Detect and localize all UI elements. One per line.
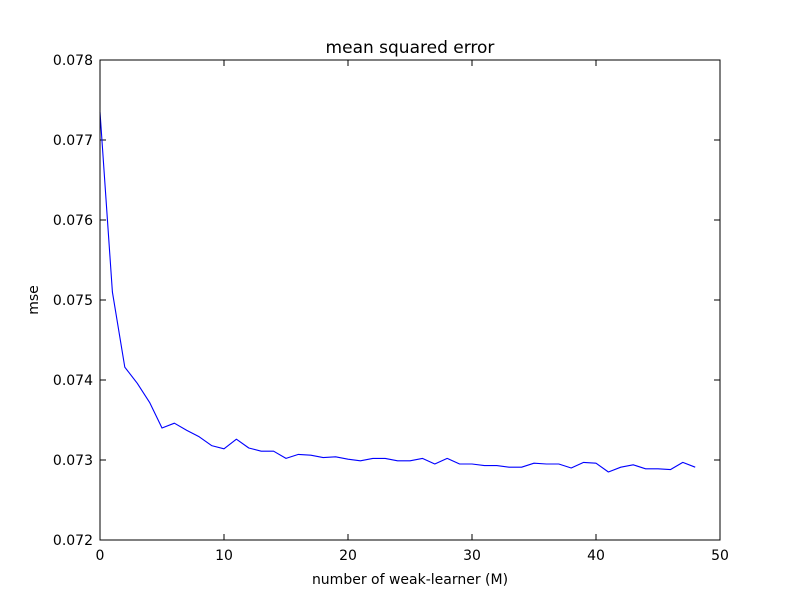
data-point <box>236 439 237 440</box>
data-point <box>670 469 671 470</box>
y-tick-label: 0.076 <box>53 213 93 229</box>
data-point <box>682 462 683 463</box>
data-point <box>372 458 373 459</box>
x-tick-label: 0 <box>96 548 105 564</box>
data-point <box>174 423 175 424</box>
data-point <box>657 468 658 469</box>
data-point <box>447 458 448 459</box>
data-point <box>608 471 609 472</box>
data-point <box>484 465 485 466</box>
data-point <box>310 455 311 456</box>
data-point <box>285 458 286 459</box>
data-point <box>347 459 348 460</box>
data-point <box>124 367 125 368</box>
data-point <box>137 383 138 384</box>
data-point <box>298 454 299 455</box>
data-point <box>533 463 534 464</box>
chart-title: mean squared error <box>326 38 495 58</box>
data-point <box>273 451 274 452</box>
data-point <box>645 468 646 469</box>
y-tick-label: 0.078 <box>53 53 93 69</box>
data-point <box>335 456 336 457</box>
data-point <box>509 467 510 468</box>
data-point <box>422 458 423 459</box>
axis-ticks: 0 10 20 30 40 50 0.072 0.073 0.074 0.075 0.076 0.07… <box>53 53 729 564</box>
x-tick-label: 40 <box>587 548 605 564</box>
data-point <box>248 447 249 448</box>
data-point <box>546 463 547 464</box>
data-point <box>434 463 435 464</box>
y-tick-label: 0.072 <box>53 533 93 549</box>
data-point <box>471 463 472 464</box>
x-tick-label: 10 <box>215 548 233 564</box>
series-line <box>99 111 696 473</box>
data-point <box>558 463 559 464</box>
y-tick-label: 0.077 <box>53 133 93 149</box>
series-layer <box>99 111 696 473</box>
x-tick-label: 30 <box>463 548 481 564</box>
data-point <box>620 467 621 468</box>
x-tick-label: 20 <box>339 548 357 564</box>
data-point <box>695 467 696 468</box>
data-point <box>211 445 212 446</box>
y-tick-label: 0.073 <box>53 453 93 469</box>
data-point <box>223 448 224 449</box>
data-point <box>149 402 150 403</box>
data-point <box>409 460 410 461</box>
plot-area-frame <box>99 59 721 541</box>
data-point <box>459 463 460 464</box>
x-tick-label: 50 <box>711 548 729 564</box>
data-point <box>385 458 386 459</box>
data-point <box>161 427 162 428</box>
y-tick-label: 0.074 <box>53 373 93 389</box>
y-tick-label: 0.075 <box>53 293 93 309</box>
data-point <box>521 467 522 468</box>
data-point <box>496 465 497 466</box>
data-point <box>323 457 324 458</box>
data-point <box>199 436 200 437</box>
y-axis-label: mse <box>26 285 42 315</box>
data-point <box>583 462 584 463</box>
x-axis-label: number of weak-learner (M) <box>312 572 508 588</box>
data-point <box>261 451 262 452</box>
data-point <box>571 467 572 468</box>
data-point <box>186 430 187 431</box>
data-point <box>633 464 634 465</box>
data-point <box>397 460 398 461</box>
data-point <box>360 460 361 461</box>
data-point <box>112 291 113 292</box>
data-point <box>595 463 596 464</box>
